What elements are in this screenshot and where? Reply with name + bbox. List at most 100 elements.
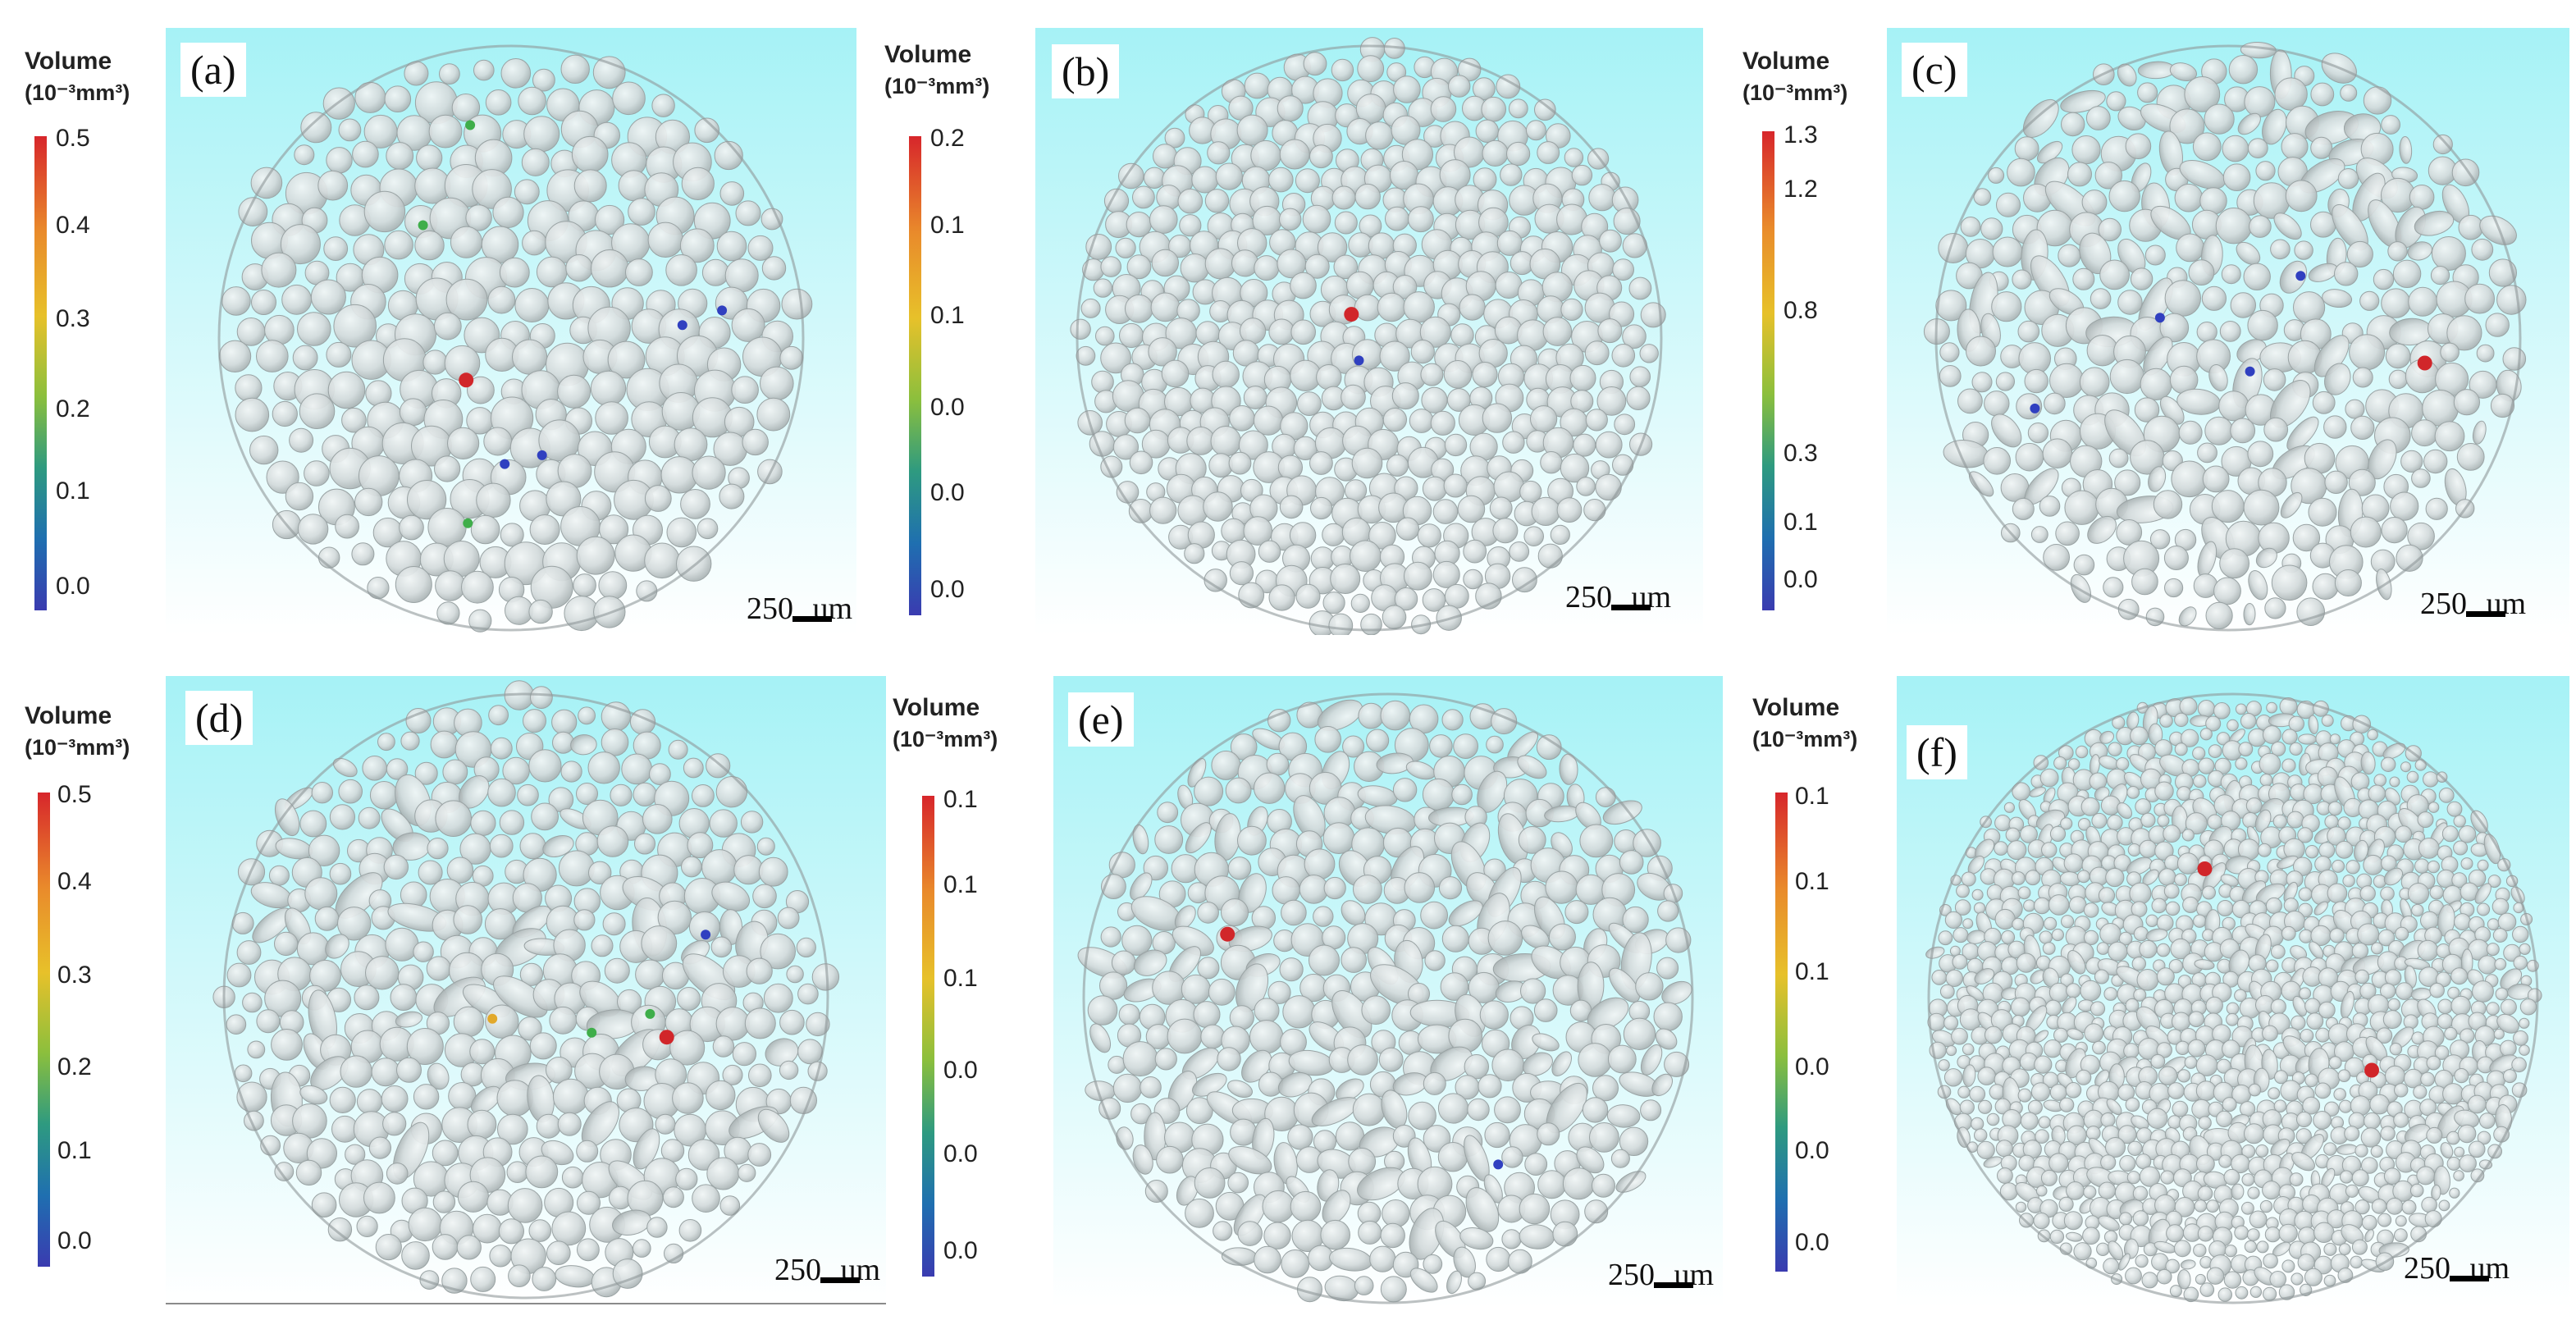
- powder-particle: [490, 737, 513, 760]
- powder-particle: [1197, 957, 1220, 980]
- powder-particle: [2456, 443, 2485, 471]
- powder-particle: [2414, 858, 2430, 874]
- powder-particle: [1204, 248, 1236, 280]
- powder-particle: [2246, 1228, 2260, 1241]
- powder-particle: [2314, 1082, 2332, 1099]
- powder-particle: [2137, 82, 2158, 103]
- pore-marker: [2245, 366, 2255, 377]
- powder-particle: [311, 1192, 337, 1218]
- powder-particle: [2418, 838, 2440, 859]
- powder-particle: [354, 487, 383, 517]
- scale-bar: 250 um: [747, 592, 861, 626]
- powder-particle: [2363, 854, 2384, 875]
- legend-tick: 0.0: [1795, 1229, 1829, 1256]
- powder-particle: [1432, 560, 1460, 588]
- powder-particle: [1193, 1001, 1221, 1029]
- volume-legend-f: Volume (10⁻³mm³) 0.1 0.1 0.1 0.0 0.0 0.0: [1752, 694, 1925, 1285]
- powder-particle: [2318, 842, 2336, 859]
- powder-particle: [2324, 363, 2351, 395]
- powder-particle: [2059, 1097, 2075, 1112]
- legend-tick: 0.0: [57, 1227, 92, 1254]
- powder-particle: [329, 1086, 356, 1114]
- powder-particle: [2487, 918, 2500, 931]
- powder-particle: [590, 370, 627, 407]
- powder-particle: [592, 56, 626, 89]
- powder-particle: [1622, 906, 1649, 934]
- powder-particle: [2217, 900, 2234, 916]
- powder-particle: [499, 257, 530, 288]
- powder-particle: [1584, 340, 1610, 366]
- powder-particle: [422, 349, 448, 375]
- panel-label: (f): [1907, 725, 1967, 779]
- powder-particle: [668, 739, 688, 760]
- powder-particle: [508, 1264, 531, 1288]
- powder-particle: [1227, 1172, 1249, 1194]
- powder-particle: [351, 542, 375, 566]
- legend-tick: 0.0: [943, 1140, 978, 1167]
- powder-particle: [2383, 1167, 2401, 1185]
- powder-particle: [1254, 255, 1280, 281]
- panel-a: (a) 250 um: [166, 28, 856, 635]
- powder-particle: [2403, 1014, 2418, 1030]
- powder-particle: [531, 802, 560, 831]
- powder-particle: [2012, 497, 2035, 520]
- powder-particle: [2107, 814, 2123, 831]
- powder-particle: [1443, 473, 1468, 498]
- powder-particle: [2117, 802, 2133, 820]
- powder-particle: [1228, 1146, 1272, 1175]
- powder-particle: [528, 1219, 552, 1242]
- powder-particle: [633, 1128, 660, 1170]
- powder-particle: [2077, 818, 2091, 831]
- powder-particle: [2099, 730, 2115, 744]
- powder-particle: [2067, 758, 2080, 770]
- powder-particle: [451, 94, 481, 122]
- powder-particle: [1238, 430, 1268, 460]
- legend-tick: 0.1: [930, 302, 965, 329]
- powder-particle: [2256, 1240, 2269, 1254]
- powder-particle: [2038, 1116, 2051, 1129]
- legend-colorbar: [909, 136, 921, 615]
- powder-particle: [528, 599, 553, 624]
- powder-particle: [2007, 840, 2027, 861]
- powder-particle: [1330, 564, 1361, 594]
- powder-particle: [1457, 495, 1486, 523]
- powder-particle: [2292, 291, 2326, 324]
- pore-marker: [2364, 1062, 2379, 1078]
- powder-particle: [363, 1181, 395, 1214]
- powder-particle: [2253, 182, 2291, 219]
- powder-particle: [1404, 561, 1432, 591]
- powder-particle: [681, 167, 715, 200]
- powder-particle: [1657, 900, 1679, 922]
- powder-particle: [2085, 106, 2111, 130]
- powder-particle: [2024, 368, 2048, 394]
- powder-particle: [2477, 1131, 2492, 1145]
- powder-particle: [1422, 778, 1455, 811]
- particle-rendering: [1035, 28, 1703, 635]
- powder-particle: [1237, 1221, 1263, 1246]
- powder-particle: [2471, 238, 2494, 261]
- powder-particle: [1991, 291, 2022, 322]
- pore-marker: [537, 450, 547, 460]
- powder-particle: [2291, 1015, 2306, 1030]
- powder-particle: [264, 314, 295, 345]
- powder-particle: [2094, 969, 2109, 984]
- powder-particle: [1263, 1222, 1291, 1249]
- powder-particle: [655, 1113, 676, 1135]
- powder-particle: [2014, 136, 2039, 162]
- powder-particle: [2072, 267, 2095, 290]
- powder-particle: [2488, 258, 2518, 287]
- powder-particle: [1537, 543, 1563, 569]
- powder-particle: [2357, 923, 2380, 946]
- powder-particle: [453, 905, 483, 934]
- powder-particle: [2243, 263, 2271, 290]
- powder-particle: [576, 536, 615, 575]
- powder-particle: [2235, 1286, 2249, 1300]
- powder-particle: [1562, 1167, 1596, 1200]
- powder-particle: [2440, 342, 2460, 363]
- powder-particle: [1229, 405, 1255, 432]
- powder-particle: [651, 94, 675, 117]
- powder-particle: [1481, 96, 1507, 122]
- powder-particle: [2351, 1169, 2369, 1187]
- powder-particle: [498, 1218, 524, 1245]
- powder-particle: [1231, 249, 1259, 277]
